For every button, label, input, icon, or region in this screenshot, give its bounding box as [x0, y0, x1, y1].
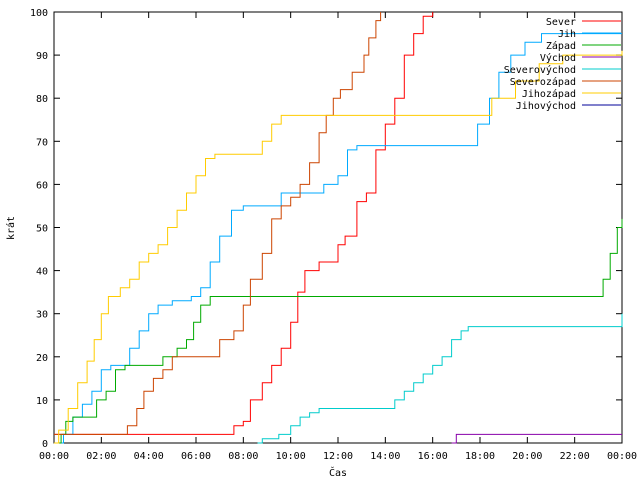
y-tick-label: 40: [36, 267, 48, 278]
x-tick-label: 14:00: [370, 451, 400, 462]
y-tick-label: 60: [36, 180, 48, 191]
x-tick-label: 10:00: [276, 451, 306, 462]
series-line-5: [257, 313, 623, 444]
legend-label-7: Jihozápad: [522, 88, 576, 100]
x-tick-label: 16:00: [418, 451, 448, 462]
y-tick-label: 90: [36, 51, 48, 62]
legend-label-5: Severovýchod: [504, 64, 576, 76]
y-tick-label: 100: [30, 8, 48, 19]
legend-label-2: Jih: [558, 29, 576, 40]
x-tick-label: 08:00: [228, 451, 258, 462]
x-tick-label: 00:00: [39, 451, 69, 462]
x-tick-label: 02:00: [86, 451, 116, 462]
series-line-3: [54, 218, 623, 444]
legend-label-1: Sever: [546, 17, 576, 28]
x-axis-title: Čas: [329, 466, 347, 479]
y-tick-label: 0: [42, 439, 48, 450]
y-tick-label: 70: [36, 137, 48, 148]
series-line-7: [54, 50, 623, 444]
legend-label-4: Východ: [540, 52, 576, 64]
x-tick-label: 22:00: [560, 451, 590, 462]
legend-label-8: Jihovýchod: [516, 100, 576, 112]
x-tick-label: 20:00: [512, 451, 542, 462]
x-tick-label: 06:00: [181, 451, 211, 462]
x-tick-label: 18:00: [465, 451, 495, 462]
x-tick-label: 12:00: [323, 451, 353, 462]
y-tick-label: 50: [36, 224, 48, 235]
y-tick-label: 20: [36, 353, 48, 364]
y-axis-title: krát: [5, 216, 17, 240]
series-line-1: [54, 12, 434, 435]
series-line-6: [54, 12, 382, 435]
legend-label-6: Severozápad: [510, 76, 576, 88]
series-line-4: [451, 433, 622, 444]
x-tick-label: 04:00: [134, 451, 164, 462]
legend-label-3: Západ: [546, 40, 576, 52]
y-tick-label: 10: [36, 396, 48, 407]
x-tick-label: 00:00: [607, 451, 637, 462]
y-tick-label: 30: [36, 310, 48, 321]
y-tick-label: 80: [36, 94, 48, 105]
